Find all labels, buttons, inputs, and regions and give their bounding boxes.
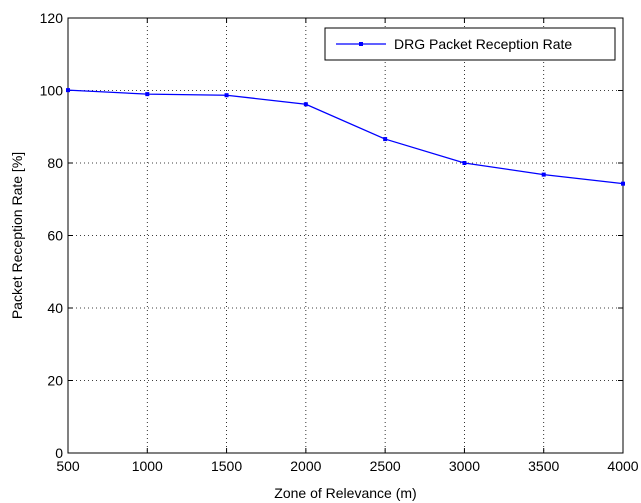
y-tick-label: 20 bbox=[47, 373, 63, 389]
x-axis-label: Zone of Relevance (m) bbox=[274, 485, 416, 501]
y-axis-label: Packet Reception Rate [%] bbox=[9, 152, 25, 319]
data-point bbox=[541, 172, 546, 177]
data-point bbox=[224, 93, 229, 98]
x-tick-label: 4000 bbox=[607, 458, 638, 474]
x-tick-label: 3000 bbox=[449, 458, 480, 474]
y-tick-label: 0 bbox=[55, 445, 63, 461]
y-tick-label: 80 bbox=[47, 155, 63, 171]
data-point bbox=[66, 88, 70, 93]
series-group bbox=[66, 88, 625, 186]
data-point bbox=[462, 161, 467, 165]
axis-ticks bbox=[67, 17, 624, 454]
data-point bbox=[383, 137, 388, 142]
data-point bbox=[145, 92, 150, 97]
x-tick-label: 2500 bbox=[370, 458, 401, 474]
legend-marker bbox=[359, 42, 363, 46]
x-tick-label: 2000 bbox=[290, 458, 321, 474]
grid bbox=[68, 18, 623, 453]
x-tick-label: 3500 bbox=[528, 458, 559, 474]
y-axis-tick-labels: 0 20 40 60 80 100 120 bbox=[40, 10, 64, 461]
x-axis-tick-labels: 500 1000 1500 2000 2500 3000 3500 4000 bbox=[56, 458, 638, 474]
series-line bbox=[67, 89, 624, 185]
x-tick-label: 1000 bbox=[132, 458, 163, 474]
legend: DRG Packet Reception Rate bbox=[324, 27, 616, 61]
y-tick-label: 40 bbox=[47, 300, 63, 316]
data-point bbox=[621, 181, 625, 186]
x-tick-label: 500 bbox=[56, 458, 80, 474]
x-tick-label: 1500 bbox=[211, 458, 242, 474]
data-point bbox=[303, 102, 308, 107]
legend-label: DRG Packet Reception Rate bbox=[394, 36, 572, 52]
y-tick-label: 120 bbox=[40, 10, 64, 26]
y-tick-label: 60 bbox=[47, 228, 63, 244]
y-tick-label: 100 bbox=[40, 83, 64, 99]
